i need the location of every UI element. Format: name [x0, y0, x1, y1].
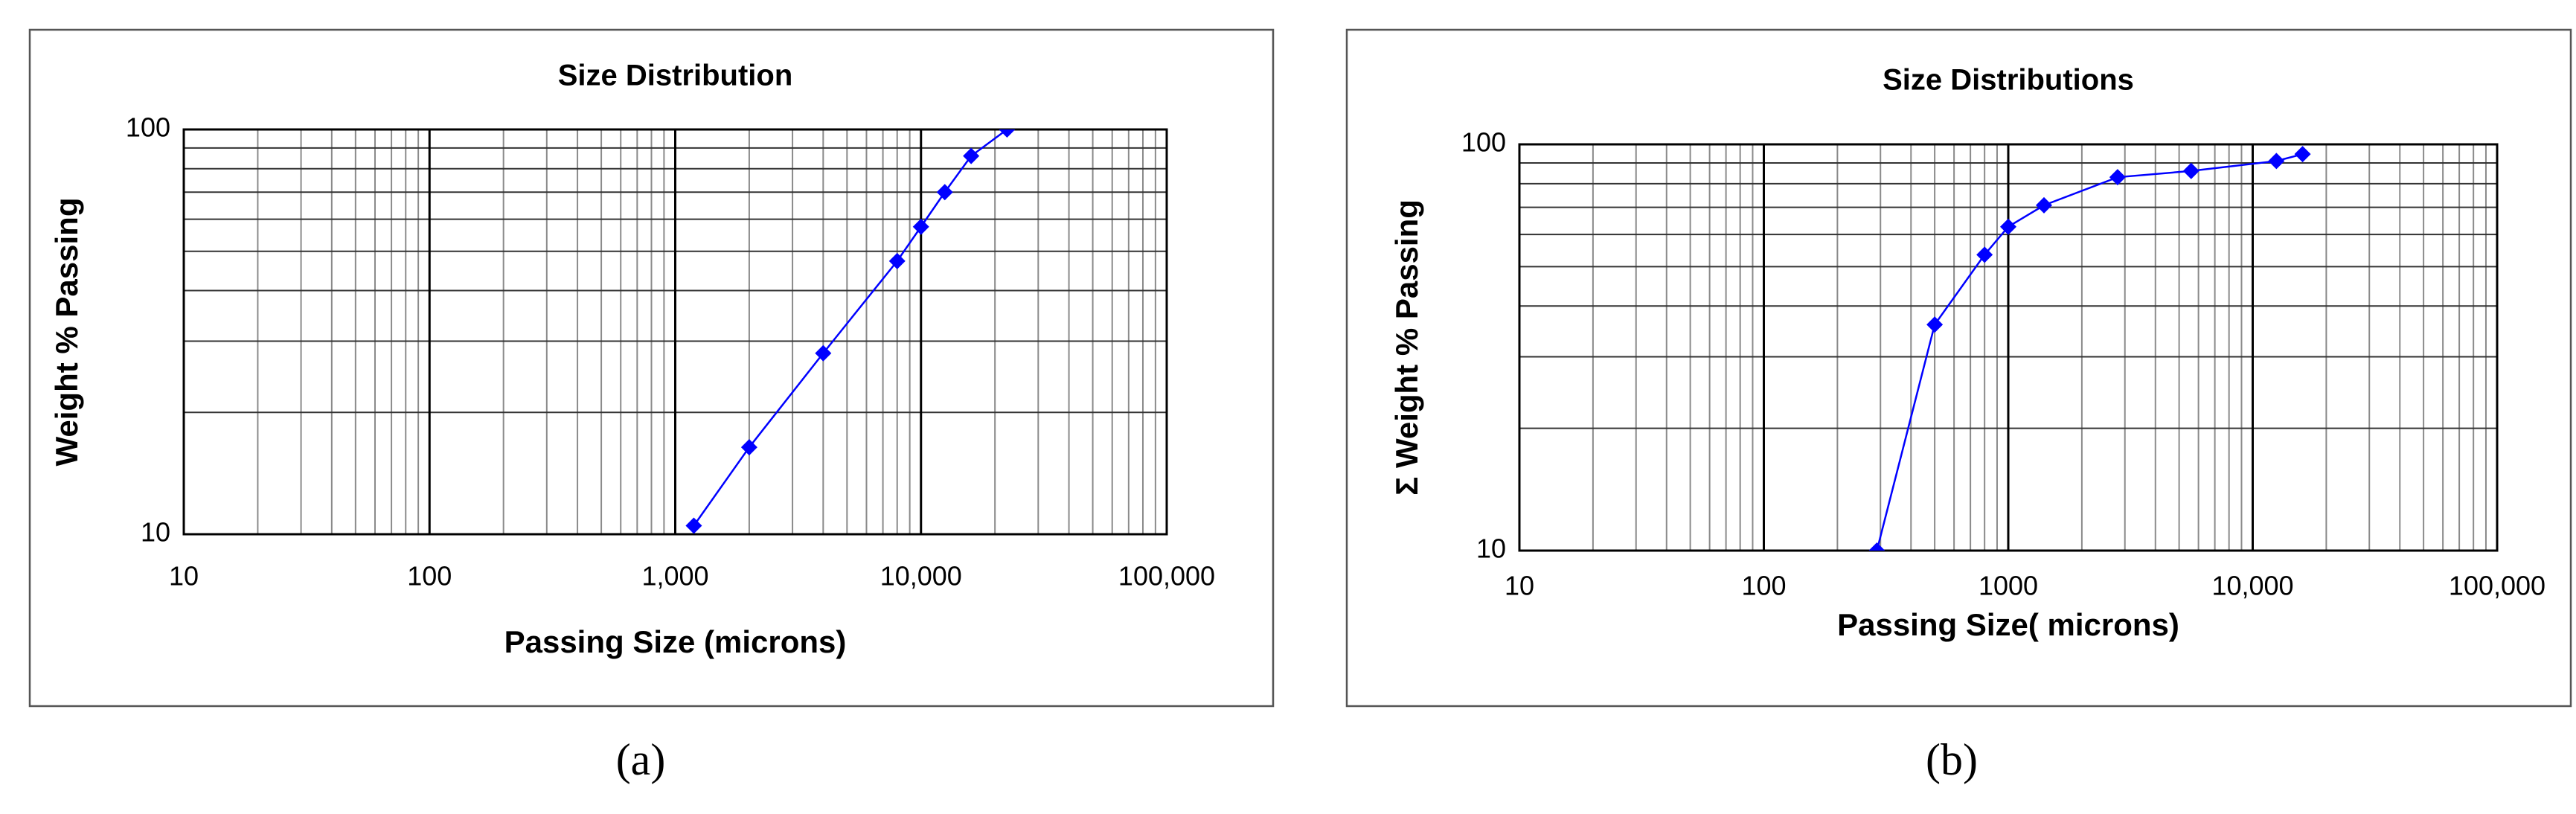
y-axis-title: Σ Weight % Passing [1389, 199, 1424, 496]
data-marker [912, 218, 929, 235]
data-marker [1926, 316, 1944, 333]
x-tick-label: 10 [169, 561, 199, 592]
x-tick-label: 10 [1505, 571, 1534, 601]
data-marker [2036, 196, 2053, 214]
data-marker [888, 252, 906, 269]
plot-border [1518, 143, 2499, 552]
data-marker [2294, 146, 2311, 163]
x-tick-label: 1,000 [641, 561, 708, 592]
data-marker [999, 129, 1016, 138]
data-marker [936, 184, 953, 201]
data-marker [815, 344, 832, 362]
plot-border [182, 128, 1168, 536]
data-marker [2182, 162, 2199, 179]
x-tick-label: 1000 [1979, 571, 2038, 601]
data-marker [685, 517, 702, 534]
y-tick-label: 100 [1461, 127, 1506, 158]
data-marker [1976, 246, 1993, 263]
y-tick-label: 10 [1476, 533, 1506, 564]
chart-frame [1345, 28, 2572, 708]
x-tick-label: 10,000 [880, 561, 962, 592]
data-marker [740, 439, 757, 456]
panel-caption: (a) [616, 735, 666, 784]
x-axis-title: Passing Size (microns) [504, 624, 847, 659]
y-tick-label: 100 [126, 112, 170, 143]
y-tick-label: 10 [141, 517, 170, 548]
x-tick-label: 100,000 [2449, 571, 2545, 601]
data-marker [2109, 169, 2126, 186]
chart-title: Size Distributions [1883, 64, 2134, 97]
data-marker [2268, 153, 2285, 170]
x-tick-label: 100 [407, 561, 452, 592]
y-axis-title: Weight % Passing [49, 198, 84, 467]
data-marker [2000, 218, 2016, 235]
data-line [693, 129, 1008, 527]
chart-title: Size Distribution [558, 60, 793, 92]
x-tick-label: 10,000 [2211, 571, 2293, 601]
data-marker [1868, 542, 1885, 551]
x-tick-label: 100,000 [1118, 561, 1215, 592]
x-axis-title: Passing Size( microns) [1837, 607, 2179, 642]
data-marker [963, 147, 980, 164]
panel-caption: (b) [1926, 735, 1978, 784]
x-tick-label: 100 [1741, 571, 1786, 601]
